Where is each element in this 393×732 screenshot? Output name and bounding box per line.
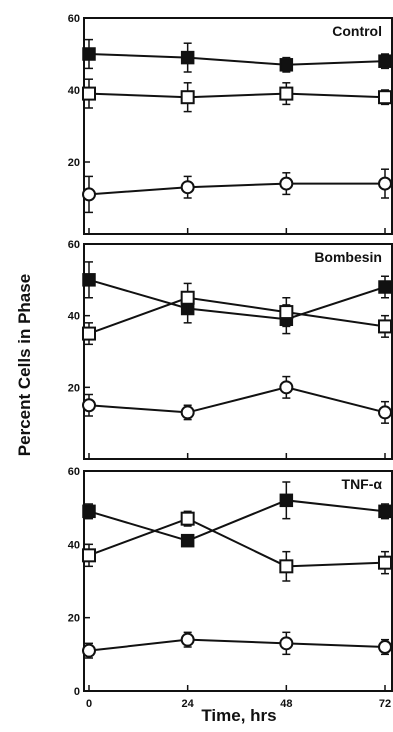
y-tick-label: 0	[74, 686, 80, 698]
data-point-filled-square	[378, 54, 392, 68]
panel-1: Control 20 40 60	[68, 13, 393, 235]
data-point-filled-square	[180, 50, 195, 65]
panel-frame	[83, 243, 393, 460]
panel-title: TNF-α	[342, 476, 383, 492]
data-point-filled-square	[82, 504, 96, 519]
series-line	[88, 278, 386, 321]
y-tick-label: 40	[68, 85, 80, 97]
data-point-open-circle	[180, 405, 195, 420]
panel-3: TNF-α 0 20 40 60 0 24 48 72	[68, 466, 393, 710]
y-tick-label: 60	[68, 13, 80, 25]
y-tick-label: 60	[68, 239, 80, 251]
series-line	[88, 53, 386, 66]
y-tick-label: 40	[68, 539, 80, 551]
data-point-open-circle	[82, 643, 96, 658]
x-axis-label: Time, hrs	[201, 706, 276, 725]
panel-2: Bombesin 20 40 60	[68, 239, 393, 460]
data-point-open-circle	[378, 405, 392, 420]
y-axis-label: Percent Cells in Phase	[15, 274, 34, 456]
data-point-open-circle	[378, 176, 392, 191]
data-point-open-square	[180, 90, 195, 105]
data-point-filled-square	[279, 493, 294, 508]
series-open-circle	[82, 168, 392, 214]
series-line	[88, 182, 385, 196]
data-point-open-circle	[279, 636, 294, 651]
series-line	[88, 517, 386, 568]
panel-frame	[83, 470, 393, 692]
x-tick-label: 24	[182, 698, 195, 710]
series-open-square	[82, 282, 392, 346]
data-point-open-square	[180, 290, 195, 305]
panels: Control 20 40 60 Bombesin 20 40 60 TNF-α 0 20 40 60 0…	[68, 13, 393, 710]
y-tick-label: 20	[68, 613, 80, 625]
x-tick-label: 48	[280, 698, 292, 710]
data-point-open-circle	[279, 380, 294, 395]
data-point-open-square	[180, 511, 195, 526]
panel-title: Bombesin	[314, 249, 382, 265]
y-tick-label: 40	[68, 311, 80, 323]
data-point-open-square	[82, 86, 96, 101]
data-point-open-square	[378, 555, 392, 570]
data-point-open-circle	[180, 180, 195, 195]
data-point-filled-square	[82, 273, 96, 287]
data-point-filled-square	[378, 504, 392, 519]
series-line	[88, 638, 386, 652]
series-open-circle	[82, 631, 392, 659]
series-filled-square	[82, 38, 392, 73]
data-point-open-circle	[279, 176, 294, 191]
x-tick-label: 72	[379, 698, 391, 710]
series-open-square	[82, 78, 392, 113]
data-point-filled-square	[378, 280, 392, 294]
series-filled-square	[82, 261, 392, 335]
data-point-filled-square	[279, 58, 294, 72]
panel-frame	[83, 17, 393, 235]
data-point-filled-square	[82, 47, 96, 61]
y-tick-label: 20	[68, 382, 80, 394]
data-point-filled-square	[180, 533, 195, 548]
data-point-open-circle	[82, 398, 96, 413]
data-point-open-circle	[180, 632, 195, 647]
series-line	[88, 499, 386, 542]
data-point-open-square	[279, 86, 294, 101]
data-point-open-circle	[82, 187, 96, 202]
data-point-open-square	[378, 90, 392, 105]
data-point-open-circle	[378, 640, 392, 654]
series-filled-square	[82, 481, 392, 548]
x-tick-label: 0	[86, 698, 92, 710]
y-tick-label: 60	[68, 466, 80, 478]
series-open-square	[82, 510, 392, 582]
data-point-open-square	[279, 305, 294, 320]
series-open-circle	[82, 375, 392, 424]
data-point-open-square	[82, 326, 96, 341]
series-line	[88, 386, 386, 414]
data-point-open-square	[82, 548, 96, 563]
y-tick-label: 20	[68, 157, 80, 169]
series-line	[88, 92, 386, 99]
series-line	[88, 296, 386, 335]
panel-title: Control	[332, 23, 382, 39]
data-point-open-square	[378, 319, 392, 334]
data-point-open-square	[279, 559, 294, 574]
